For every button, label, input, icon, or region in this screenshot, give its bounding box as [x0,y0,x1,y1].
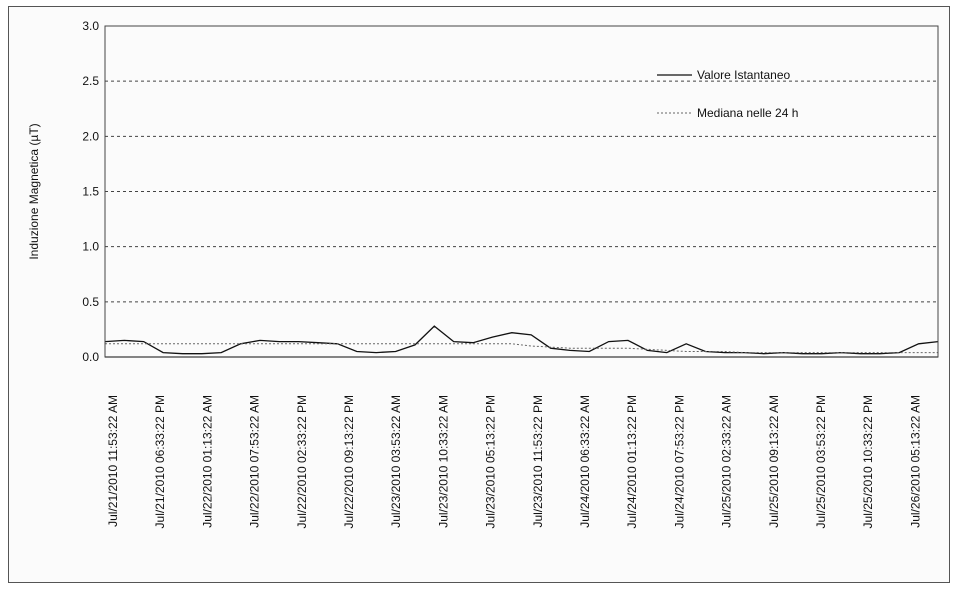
series-line-valore-istantaneo [104,325,939,355]
y-tick-label: 2.0 [82,129,99,143]
x-tick-label: Jul/25/2010 02:33:22 AM [720,395,734,528]
x-tick-label: Jul/25/2010 10:33:22 PM [861,395,875,528]
x-tick-label: Jul/22/2010 01:13:22 AM [200,395,214,528]
x-tick-label: Jul/21/2010 06:33:22 PM [153,395,167,528]
chart-frame [8,6,950,583]
x-tick-labels: Jul/21/2010 11:53:22 AM Jul/21/2010 06:33… [106,395,922,528]
x-tick-label: Jul/24/2010 06:33:22 AM [578,395,592,528]
x-tick-label: Jul/24/2010 01:13:22 PM [625,395,639,528]
x-tick-label: Jul/26/2010 05:13:22 AM [908,395,922,528]
y-tick-label: 1.0 [82,240,99,254]
x-tick-label: Jul/25/2010 03:53:22 PM [814,395,828,528]
x-tick-label: Jul/22/2010 09:13:22 PM [342,395,356,528]
legend-label-valore-istantaneo: Valore Istantaneo [697,68,791,82]
y-tick-labels: 0.0 0.5 1.0 1.5 2.0 2.5 3.0 [82,19,99,364]
x-tick-label: Jul/23/2010 10:33:22 AM [436,395,450,528]
x-tick-label: Jul/23/2010 05:13:22 PM [484,395,498,528]
y-axis-label: Induzione Magnetica (µT) [27,123,41,259]
x-tick-label: Jul/22/2010 07:53:22 AM [248,395,262,528]
plot-area [104,25,939,358]
y-tick-label: 2.5 [82,74,99,88]
y-tick-label: 1.5 [82,185,99,199]
legend-label-mediana: Mediana nelle 24 h [697,106,798,120]
y-tick-label: 0.0 [82,350,99,364]
y-tick-label: 0.5 [82,295,99,309]
x-tick-label: Jul/23/2010 03:53:22 AM [389,395,403,528]
x-tick-label: Jul/21/2010 11:53:22 AM [106,395,120,527]
x-tick-label: Jul/23/2010 11:53:22 PM [531,395,545,528]
x-tick-label: Jul/24/2010 07:53:22 PM [672,395,686,528]
x-tick-label: Jul/25/2010 09:13:22 AM [767,395,781,528]
x-tick-label: Jul/22/2010 02:33:22 PM [295,395,309,528]
grid-lines [105,25,938,358]
series-line-mediana [105,343,938,354]
legend: Valore Istantaneo Mediana nelle 24 h [657,68,798,120]
series-lines [104,325,939,355]
y-tick-label: 3.0 [82,19,99,33]
